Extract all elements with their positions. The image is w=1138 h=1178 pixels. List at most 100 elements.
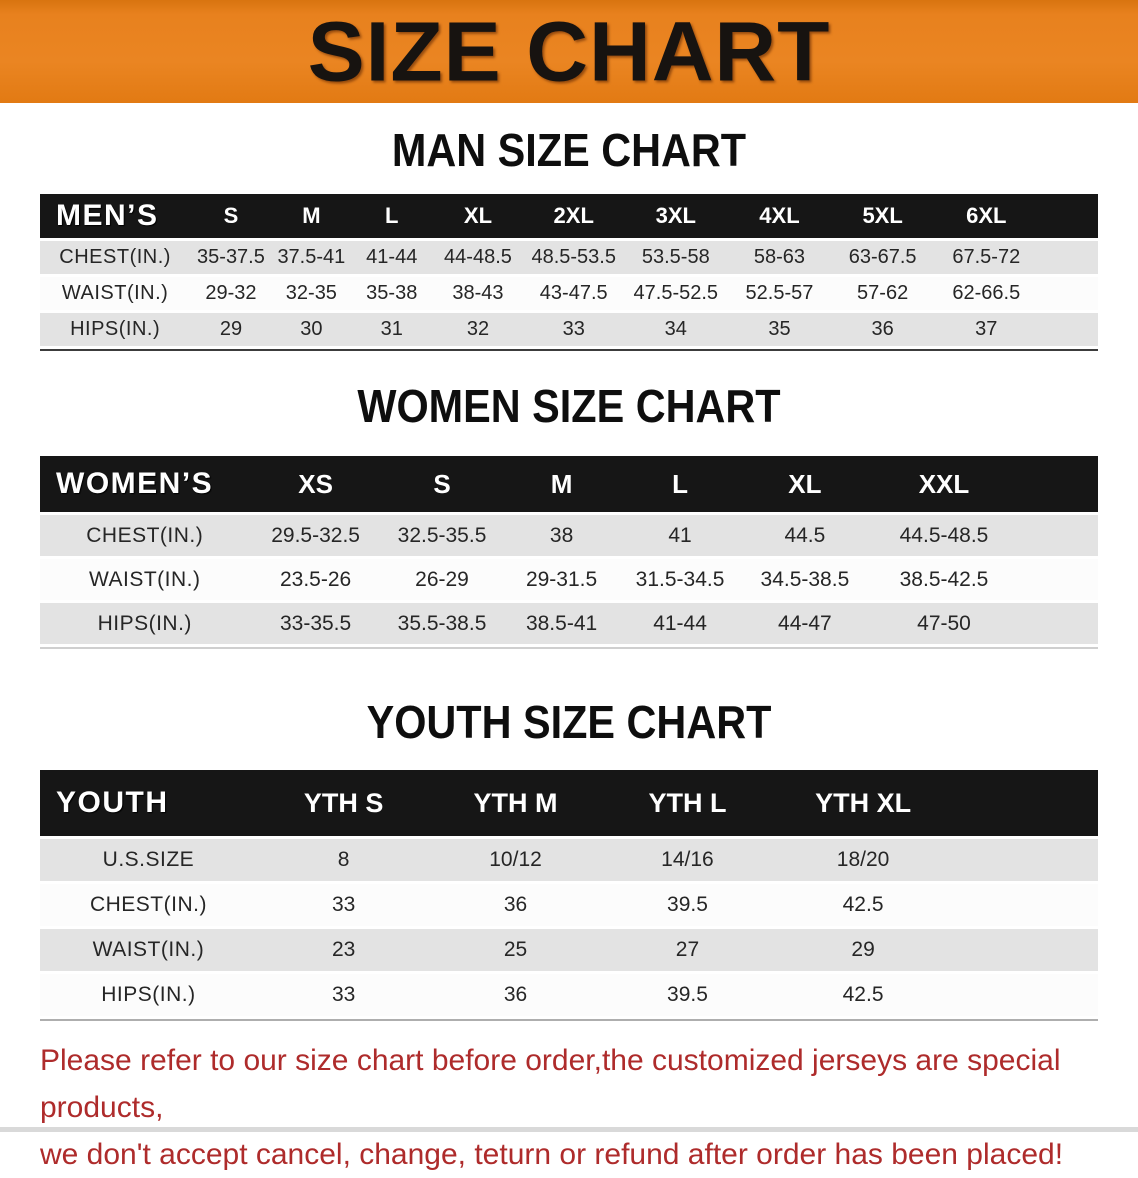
size-value-cell: 23.5-26 <box>249 559 382 600</box>
youth-table-underline <box>40 1019 1098 1021</box>
size-column-header: XXL <box>870 456 1018 512</box>
table-row: U.S.SIZE 8 10/12 14/16 18/20 <box>40 839 1098 881</box>
table-row: WAIST(IN.) 29-32 32-35 35-38 38-43 43-47.5 47.… <box>40 277 1098 310</box>
size-value-cell: 34.5-38.5 <box>739 559 871 600</box>
youth-group-label: YOUTH <box>40 770 257 836</box>
men-header-row: MEN’S S M L XL 2XL 3XL 4XL 5XL 6XL <box>40 194 1098 238</box>
row-filler-cell <box>1017 559 1098 600</box>
size-value-cell: 29 <box>190 313 272 346</box>
size-value-cell: 42.5 <box>774 884 952 926</box>
size-column-header: S <box>381 456 503 512</box>
table-row: WAIST(IN.) 23 25 27 29 <box>40 929 1098 971</box>
size-value-cell: 33 <box>256 974 431 1016</box>
size-value-cell: 33 <box>523 313 624 346</box>
table-row: WAIST(IN.) 23.5-26 26-29 29-31.5 31.5-34.5 34… <box>40 559 1098 600</box>
size-value-cell: 32.5-35.5 <box>381 515 503 556</box>
size-value-cell: 35 <box>727 313 832 346</box>
size-value-cell: 63-67.5 <box>831 241 934 274</box>
size-value-cell: 27 <box>600 929 775 971</box>
size-value-cell: 35-37.5 <box>190 241 272 274</box>
measurement-label: HIPS(IN.) <box>40 313 191 346</box>
measurement-label: WAIST(IN.) <box>40 277 191 310</box>
measurement-label: HIPS(IN.) <box>40 974 257 1016</box>
measurement-label: U.S.SIZE <box>40 839 257 881</box>
size-chart-banner: SIZE CHART <box>0 0 1138 103</box>
measurement-label: CHEST(IN.) <box>40 241 191 274</box>
women-header-row: WOMEN’S XS S M L XL XXL <box>40 456 1098 512</box>
men-size-table: MEN’S S M L XL 2XL 3XL 4XL 5XL 6XL CHEST(IN.) 35-… <box>40 191 1098 349</box>
size-value-cell: 31.5-34.5 <box>620 559 740 600</box>
size-value-cell: 36 <box>831 313 934 346</box>
women-group-label: WOMEN’S <box>40 456 250 512</box>
size-column-header: S <box>190 194 272 238</box>
size-value-cell: 29 <box>774 929 952 971</box>
size-value-cell: 14/16 <box>600 839 775 881</box>
section-men: MAN SIZE CHART MEN’S S M L XL 2XL 3XL 4XL 5XL 6X… <box>0 127 1138 351</box>
size-column-header: M <box>502 456 621 512</box>
size-value-cell: 48.5-53.5 <box>523 241 624 274</box>
size-value-cell: 42.5 <box>774 974 952 1016</box>
size-value-cell: 35.5-38.5 <box>381 603 503 644</box>
size-column-header: 5XL <box>831 194 934 238</box>
table-row: CHEST(IN.) 35-37.5 37.5-41 41-44 44-48.5 48.5… <box>40 241 1098 274</box>
size-column-header: M <box>271 194 352 238</box>
size-column-header: 3XL <box>623 194 728 238</box>
size-column-header: XL <box>432 194 524 238</box>
size-value-cell: 44-47 <box>739 603 871 644</box>
row-filler-cell <box>951 974 1098 1016</box>
row-filler-cell <box>951 839 1098 881</box>
women-size-table-wrap: WOMEN’S XS S M L XL XXL CHEST(IN.) 29.5-32.5 32… <box>40 453 1098 649</box>
size-value-cell: 39.5 <box>600 974 775 1016</box>
table-row: HIPS(IN.) 33 36 39.5 42.5 <box>40 974 1098 1016</box>
size-value-cell: 57-62 <box>831 277 934 310</box>
size-value-cell: 25 <box>430 929 601 971</box>
size-value-cell: 10/12 <box>430 839 601 881</box>
page-title: SIZE CHART <box>307 4 831 99</box>
size-value-cell: 38.5-42.5 <box>870 559 1018 600</box>
size-value-cell: 39.5 <box>600 884 775 926</box>
size-value-cell: 29-31.5 <box>502 559 621 600</box>
header-filler-cell <box>1038 194 1098 238</box>
size-value-cell: 44.5-48.5 <box>870 515 1018 556</box>
women-table-underline <box>40 647 1098 649</box>
measurement-label: CHEST(IN.) <box>40 515 250 556</box>
size-value-cell: 53.5-58 <box>623 241 728 274</box>
size-column-header: YTH M <box>430 770 601 836</box>
size-column-header: 2XL <box>523 194 624 238</box>
size-value-cell: 29.5-32.5 <box>249 515 382 556</box>
size-value-cell: 33-35.5 <box>249 603 382 644</box>
size-value-cell: 35-38 <box>351 277 433 310</box>
row-filler-cell <box>951 929 1098 971</box>
section-women: WOMEN SIZE CHART WOMEN’S XS S M L XL XXL CHES… <box>0 383 1138 649</box>
size-column-header: L <box>620 456 740 512</box>
size-value-cell: 32-35 <box>271 277 352 310</box>
row-filler-cell <box>1017 515 1098 556</box>
size-column-header: XS <box>249 456 382 512</box>
size-value-cell: 58-63 <box>727 241 832 274</box>
size-value-cell: 37.5-41 <box>271 241 352 274</box>
size-column-header: YTH S <box>256 770 431 836</box>
size-value-cell: 18/20 <box>774 839 952 881</box>
size-value-cell: 38 <box>502 515 621 556</box>
women-section-heading: WOMEN SIZE CHART <box>357 380 781 432</box>
header-filler-cell <box>951 770 1098 836</box>
measurement-label: WAIST(IN.) <box>40 559 250 600</box>
size-value-cell: 38-43 <box>432 277 524 310</box>
size-value-cell: 41 <box>620 515 740 556</box>
size-value-cell: 62-66.5 <box>933 277 1039 310</box>
size-value-cell: 44.5 <box>739 515 871 556</box>
size-column-header: YTH XL <box>774 770 952 836</box>
size-value-cell: 52.5-57 <box>727 277 832 310</box>
men-section-heading: MAN SIZE CHART <box>391 124 747 176</box>
size-value-cell: 23 <box>256 929 431 971</box>
size-value-cell: 44-48.5 <box>432 241 524 274</box>
size-value-cell: 8 <box>256 839 431 881</box>
row-filler-cell <box>1038 241 1098 274</box>
size-column-header: 6XL <box>933 194 1039 238</box>
size-value-cell: 30 <box>271 313 352 346</box>
size-column-header: L <box>351 194 433 238</box>
section-youth: YOUTH SIZE CHART YOUTH YTH S YTH M YTH L YT… <box>0 699 1138 1021</box>
table-row: HIPS(IN.) 29 30 31 32 33 34 35 36 37 <box>40 313 1098 346</box>
row-filler-cell <box>1038 313 1098 346</box>
table-row: CHEST(IN.) 33 36 39.5 42.5 <box>40 884 1098 926</box>
